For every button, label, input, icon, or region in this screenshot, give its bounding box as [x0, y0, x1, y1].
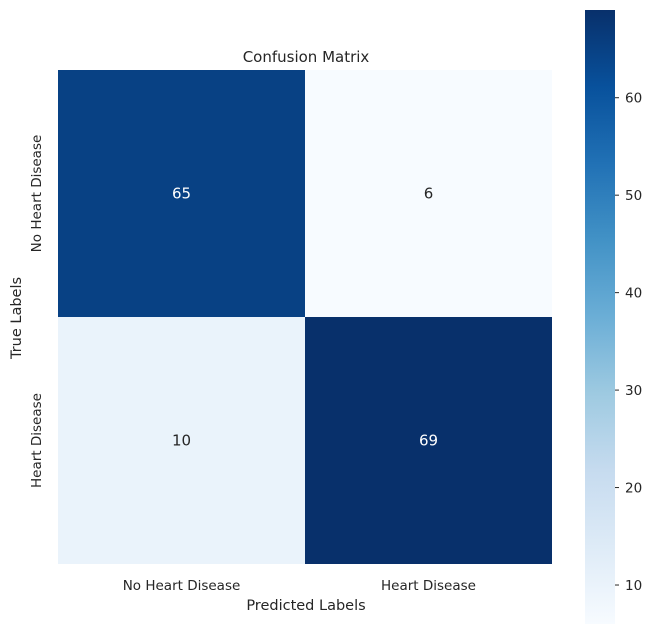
x-axis-label: Predicted Labels [246, 598, 365, 614]
colorbar-tick-label: 60 [625, 91, 642, 107]
colorbar-tick-label: 50 [625, 188, 642, 204]
y-axis-label: True Labels [9, 277, 25, 360]
x-tick-labels: No Heart Disease Heart Disease [123, 578, 476, 594]
cell-value-label: 10 [172, 432, 191, 450]
y-tick-labels: No Heart Disease Heart Disease [29, 135, 45, 488]
y-tick-label: No Heart Disease [29, 135, 45, 253]
heatmap-cell-heart-disease-heart-disease [305, 317, 552, 564]
cell-value-label: 65 [172, 185, 191, 203]
heatmap-cell-heart-disease-no-heart-disease [58, 317, 305, 564]
colorbar-tick-label: 20 [625, 481, 642, 497]
x-tick-label: No Heart Disease [123, 578, 241, 594]
cell-value-label: 6 [424, 185, 434, 203]
chart-title: Confusion Matrix [243, 48, 370, 66]
colorbar-tick-label: 10 [625, 578, 642, 594]
heatmap-cell-labels: 65 6 10 69 [172, 185, 438, 450]
colorbar-tick-labels: 10 20 30 40 50 60 [615, 91, 642, 594]
y-tick-label: Heart Disease [29, 393, 45, 488]
colorbar [585, 10, 615, 624]
colorbar-tick-label: 30 [625, 383, 642, 399]
heatmap-cells [58, 70, 552, 564]
heatmap-cell-no-heart-disease-heart-disease [305, 70, 552, 317]
heatmap-cell-no-heart-disease-no-heart-disease [58, 70, 305, 317]
colorbar-tick-label: 40 [625, 286, 642, 302]
cell-value-label: 69 [419, 432, 438, 450]
x-tick-label: Heart Disease [381, 578, 476, 594]
